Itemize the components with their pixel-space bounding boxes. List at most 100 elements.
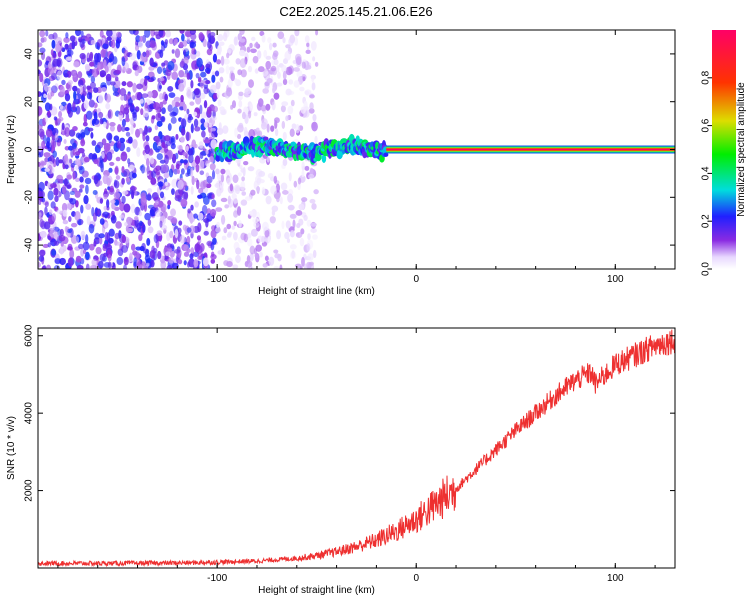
heatmap-noise-cell: [127, 136, 133, 144]
heatmap-noise-cell: [219, 106, 225, 112]
heatmap-noise-cell: [90, 132, 94, 139]
heatmap-noise-cell: [167, 247, 173, 253]
heatmap-noise-cell: [282, 37, 286, 44]
heatmap-noise-cell: [121, 244, 129, 253]
heatmap-noise-cell: [157, 82, 162, 92]
heatmap-noise-cell: [266, 77, 273, 84]
heatmap-noise-cell: [282, 131, 287, 141]
heatmap-noise-cell: [135, 91, 141, 101]
heatmap-noise-cell: [188, 258, 195, 268]
heatmap-noise-cell: [86, 215, 91, 225]
heatmap-noise-cell: [281, 64, 287, 73]
heatmap-noise-cell: [170, 137, 175, 143]
colorbar-tick-label: 0.8: [701, 70, 712, 84]
heatmap-noise-cell: [135, 35, 141, 43]
heatmap-noise-cell: [268, 42, 273, 51]
heatmap-noise-cell: [195, 163, 200, 173]
heatmap-noise-cell: [261, 235, 265, 244]
heatmap-noise-cell: [281, 101, 289, 107]
heatmap-noise-cell: [165, 30, 172, 38]
heatmap-noise-cell: [233, 36, 238, 46]
heatmap-noise-cell: [210, 251, 215, 257]
heatmap-noise-cell: [153, 31, 160, 36]
heatmap-noise-cell: [168, 92, 176, 99]
heatmap-noise-cell: [84, 37, 90, 42]
heatmap-noise-cell: [198, 251, 204, 260]
heatmap-noise-cell: [180, 60, 185, 67]
heatmap-noise-cell: [153, 196, 161, 202]
heatmap-noise-cell: [239, 38, 246, 43]
heatmap-noise-cell: [249, 245, 256, 255]
heatmap-noise-cell: [75, 30, 81, 37]
heatmap-noise-cell: [125, 176, 130, 183]
heatmap-noise-cell: [119, 214, 125, 219]
heatmap-noise-cell: [159, 77, 165, 82]
heatmap-noise-cell: [285, 66, 293, 76]
heatmap-noise-cell: [145, 50, 150, 58]
heatmap-noise-cell: [133, 257, 138, 267]
heatmap-noise-cell: [82, 249, 87, 255]
heatmap-noise-cell: [145, 194, 152, 201]
heatmap-noise-cell: [194, 201, 199, 208]
heatmap-noise-cell: [79, 39, 85, 48]
heatmap-noise-cell: [167, 204, 171, 210]
heatmap-noise-cell: [183, 190, 189, 201]
heatmap-noise-cell: [117, 140, 122, 149]
heatmap-noise-cell: [293, 180, 298, 188]
heatmap-noise-cell: [171, 71, 179, 80]
heatmap-noise-cell: [151, 115, 156, 120]
heatmap-noise-cell: [218, 67, 225, 74]
heatmap-noise-cell: [90, 75, 96, 84]
heatmap-noise-cell: [164, 181, 168, 187]
heatmap-noise-cell: [89, 81, 96, 89]
heatmap-noise-cell: [190, 204, 194, 211]
heatmap-noise-cell: [309, 167, 314, 176]
heatmap-noise-cell: [113, 79, 121, 89]
heatmap-noise-cell: [281, 120, 286, 129]
heatmap-noise-cell: [157, 181, 164, 187]
heatmap-noise-cell: [220, 197, 228, 203]
heatmap-noise-cell: [215, 207, 223, 212]
heatmap-noise-cell: [61, 202, 68, 212]
spectrogram-ticks: -100 0 100 -40 -20 0 20 40: [24, 30, 675, 285]
heatmap-noise-cell: [154, 200, 159, 206]
heatmap-noise-cell: [267, 236, 271, 243]
heatmap-noise-cell: [126, 146, 131, 153]
heatmap-noise-cell: [202, 38, 207, 48]
heatmap-noise-cell: [103, 252, 108, 257]
heatmap-noise-cell: [152, 141, 158, 151]
heatmap-noise-cell: [61, 79, 66, 86]
heatmap-noise-cell: [272, 52, 278, 61]
heatmap-noise-cell: [80, 129, 86, 139]
heatmap-noise-cell: [109, 122, 116, 127]
heatmap-noise-cell: [173, 168, 178, 175]
heatmap-noise-cell: [178, 83, 185, 92]
heatmap-noise-cell: [142, 224, 146, 233]
heatmap-noise-cell: [311, 121, 318, 132]
heatmap-noise-cell: [162, 164, 169, 173]
heatmap-noise-cell: [58, 234, 66, 242]
heatmap-noise-cell: [258, 66, 265, 73]
heatmap-noise-cell: [168, 168, 174, 178]
heatmap-noise-cell: [174, 228, 179, 239]
heatmap-noise-cell: [102, 243, 109, 249]
heatmap-noise-cell: [64, 93, 71, 102]
heatmap-noise-cell: [129, 164, 135, 172]
heatmap-noise-cell: [211, 130, 217, 138]
heatmap-noise-cell: [38, 249, 46, 257]
heatmap-noise-cell: [59, 257, 66, 266]
heatmap-noise-cell: [159, 220, 163, 228]
heatmap-noise-cell: [180, 159, 184, 164]
heatmap-noise-cell: [160, 203, 167, 213]
heatmap-noise-cell: [196, 235, 202, 241]
heatmap-noise-cell: [109, 185, 115, 193]
heatmap-noise-cell: [138, 234, 143, 242]
snr-ylabel: SNR (10 * v/v): [6, 416, 17, 480]
heatmap-noise-cell: [204, 67, 211, 74]
heatmap-noise-cell: [235, 58, 241, 65]
heatmap-noise-cell: [247, 232, 252, 239]
heatmap-noise-cell: [203, 230, 209, 236]
snr-xlabel: Height of straight line (km): [258, 585, 375, 596]
heatmap-noise-cell: [102, 211, 110, 218]
heatmap-noise-cell: [298, 218, 304, 226]
